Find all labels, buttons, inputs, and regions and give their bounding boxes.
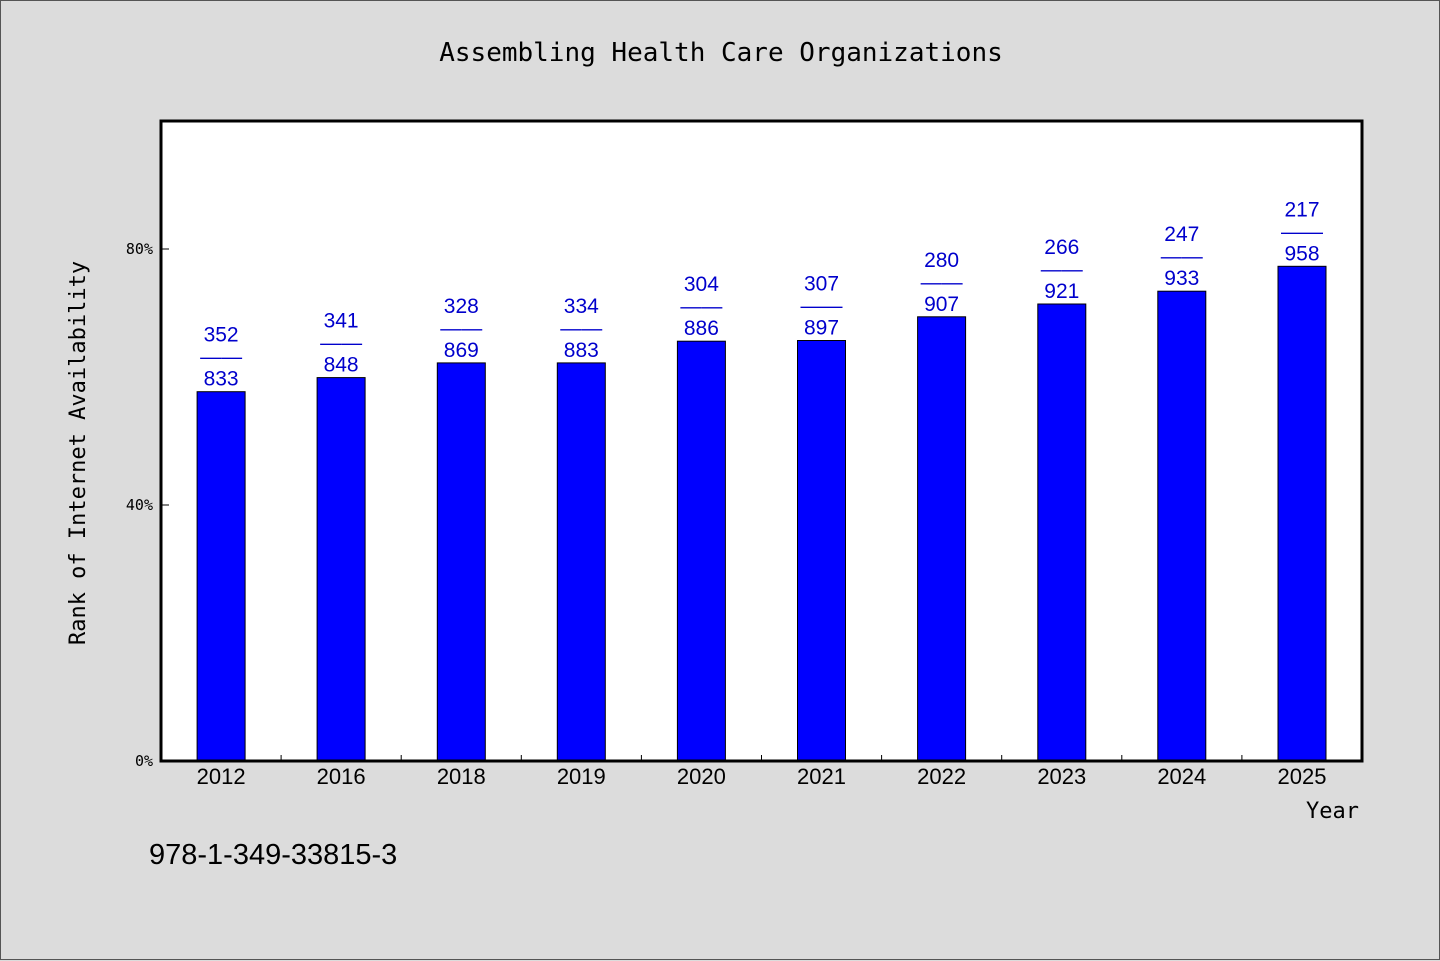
data-label-top-2016: 341 xyxy=(324,310,359,333)
data-label-bottom-2021: 897 xyxy=(804,317,839,340)
data-label-bottom-2012: 833 xyxy=(204,368,239,391)
bar-2022 xyxy=(917,316,967,762)
data-label-bottom-2019: 883 xyxy=(564,339,599,362)
data-label-sep-2022: —— xyxy=(921,271,963,294)
data-label-bottom-2023: 921 xyxy=(1044,280,1079,303)
data-label-top-2012: 352 xyxy=(204,324,239,347)
bar-2021 xyxy=(797,340,846,762)
bar-2018 xyxy=(436,362,486,762)
x-tick-label-2019: 2019 xyxy=(557,764,606,789)
x-tick-label-2018: 2018 xyxy=(437,764,486,789)
data-label-bottom-2024: 933 xyxy=(1164,267,1199,290)
x-tick-label-2012: 2012 xyxy=(197,764,246,789)
data-label-top-2025: 217 xyxy=(1284,198,1319,221)
data-label-bottom-2018: 869 xyxy=(444,339,479,362)
bar-2019 xyxy=(556,362,606,762)
data-label-sep-2025: —— xyxy=(1281,220,1323,243)
data-label-top-2021: 307 xyxy=(804,273,839,296)
data-label-sep-2018: —— xyxy=(440,317,482,340)
x-tick-label-2021: 2021 xyxy=(797,764,846,789)
chart-title: Assembling Health Care Organizations xyxy=(439,38,1003,68)
bar-2012 xyxy=(196,391,246,762)
data-label-bottom-2016: 848 xyxy=(324,354,359,377)
isbn-footer: 978-1-349-33815-3 xyxy=(149,839,397,871)
data-label-bottom-2020: 886 xyxy=(684,317,719,340)
y-axis: 0% 40% 80% xyxy=(126,240,169,770)
data-label-bottom-2022: 907 xyxy=(924,293,959,316)
data-label-top-2024: 247 xyxy=(1164,223,1199,246)
data-label-top-2018: 328 xyxy=(444,295,479,318)
data-label-sep-2019: —— xyxy=(560,317,602,340)
y-tick-label-40: 40% xyxy=(126,496,153,514)
bar-2016 xyxy=(316,377,366,762)
bars-layer xyxy=(196,265,1327,762)
data-label-bottom-2025: 958 xyxy=(1284,242,1319,265)
x-axis-title: Year xyxy=(1306,799,1359,824)
x-tick-label-2023: 2023 xyxy=(1037,764,1086,789)
bar-2020 xyxy=(676,340,726,762)
bar-2025 xyxy=(1277,265,1327,762)
data-label-sep-2016: —— xyxy=(320,332,362,355)
data-label-sep-2021: —— xyxy=(801,295,843,318)
data-label-top-2020: 304 xyxy=(684,273,719,296)
data-labels-layer: 352——833341——848328——869334——883304——886… xyxy=(200,198,1323,390)
y-tick-label-0: 0% xyxy=(135,752,153,770)
data-label-sep-2012: —— xyxy=(200,346,242,369)
x-tick-label-2016: 2016 xyxy=(317,764,366,789)
bar-2024 xyxy=(1157,290,1207,762)
y-tick-label-80: 80% xyxy=(126,240,153,258)
data-label-top-2023: 266 xyxy=(1044,236,1079,259)
data-label-top-2019: 334 xyxy=(564,295,599,318)
data-label-sep-2023: —— xyxy=(1041,258,1083,281)
x-tick-label-2020: 2020 xyxy=(677,764,726,789)
data-label-top-2022: 280 xyxy=(924,249,959,272)
x-tick-label-2022: 2022 xyxy=(917,764,966,789)
bar-2023 xyxy=(1037,303,1087,762)
data-label-sep-2020: —— xyxy=(680,295,722,318)
x-tick-label-2025: 2025 xyxy=(1278,764,1327,789)
x-tick-label-2024: 2024 xyxy=(1157,764,1206,789)
x-axis: 2012 2016 2018 2019 2020 2021 2022 2023 2024 2025 xyxy=(197,755,1327,789)
y-axis-title: Rank of Internet Availability xyxy=(66,261,91,645)
data-label-sep-2024: —— xyxy=(1161,245,1203,268)
